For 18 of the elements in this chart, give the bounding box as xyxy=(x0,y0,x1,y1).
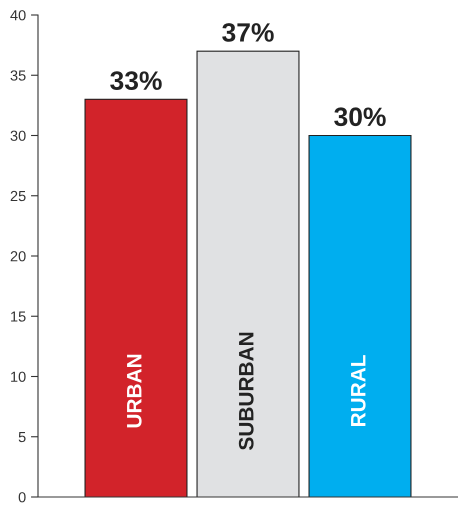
y-tick-label: 25 xyxy=(10,190,26,202)
y-tick-label: 40 xyxy=(10,10,26,20)
x-tick-label: RURAL xyxy=(351,355,366,426)
x-tick-label: SUBURBAN xyxy=(238,332,254,450)
y-tick-label: 35 xyxy=(10,70,26,81)
data-label: 30% xyxy=(334,107,386,126)
bar xyxy=(84,98,188,497)
y-tick-label: 20 xyxy=(10,251,26,262)
y-tick-label: 0 xyxy=(18,492,26,502)
y-tick-label: 10 xyxy=(11,372,26,382)
y-tick-label: 30 xyxy=(10,130,26,141)
data-label: 33% xyxy=(110,71,162,90)
bar xyxy=(308,134,412,497)
bar xyxy=(196,50,300,497)
x-tick-label: URBAN xyxy=(127,354,142,428)
data-label: 37% xyxy=(222,23,274,42)
y-tick-label: 15 xyxy=(11,312,26,322)
y-tick-label: 5 xyxy=(18,432,26,442)
